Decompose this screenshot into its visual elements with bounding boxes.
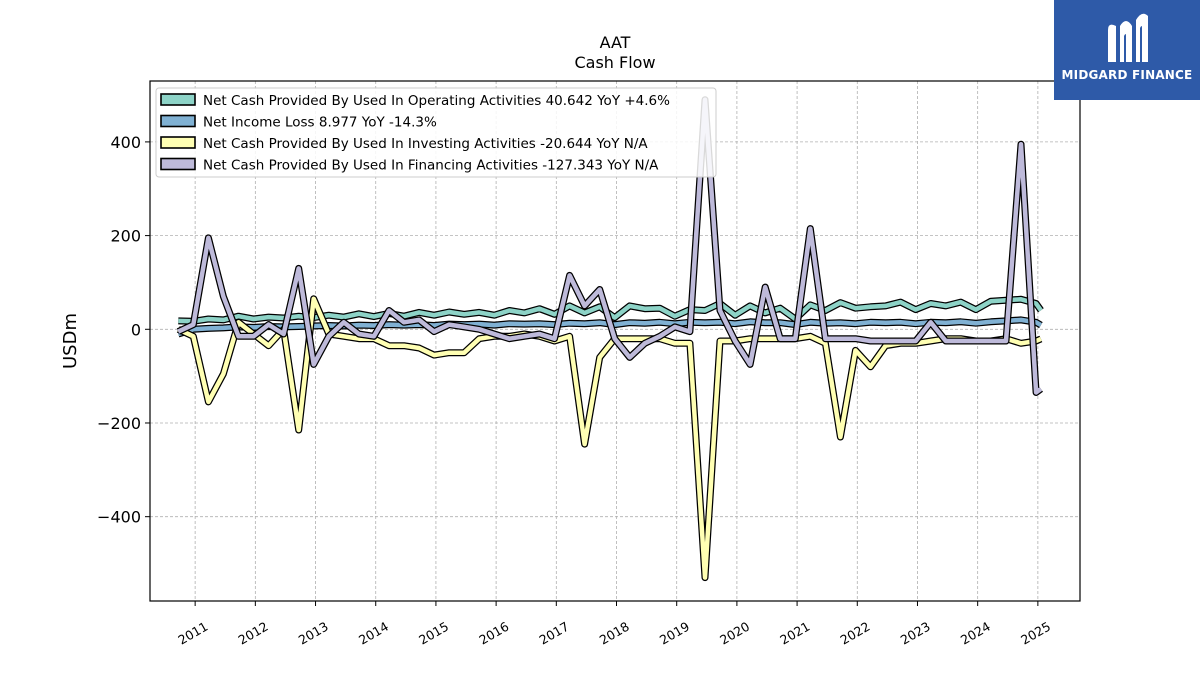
x-tick-label: 2019 bbox=[657, 619, 692, 648]
y-tick-label: 400 bbox=[110, 133, 141, 152]
y-axis-label: USDm bbox=[60, 313, 81, 369]
y-tick-label: 200 bbox=[110, 227, 141, 246]
plot-frame bbox=[149, 80, 1081, 602]
x-tick-label: 2011 bbox=[175, 619, 210, 648]
midgard-finance-logo: MIDGARD FINANCE bbox=[1054, 0, 1200, 100]
series-line-3 bbox=[177, 97, 1043, 395]
x-tick-label: 2014 bbox=[356, 619, 391, 648]
y-tick-label: 0 bbox=[131, 320, 141, 339]
x-tick-label: 2016 bbox=[476, 619, 511, 648]
legend-label-0: Net Cash Provided By Used In Operating A… bbox=[203, 93, 670, 109]
x-tick-label: 2023 bbox=[898, 619, 933, 648]
x-tick-label: 2025 bbox=[1018, 619, 1053, 648]
legend-swatch-0 bbox=[160, 93, 196, 106]
chart-title: AAT bbox=[600, 33, 631, 52]
legend-swatch-1 bbox=[160, 114, 196, 128]
legend: Net Cash Provided By Used In Operating A… bbox=[155, 87, 717, 178]
legend-swatch-3 bbox=[160, 157, 196, 171]
x-tick-label: 2015 bbox=[416, 619, 451, 648]
legend-box bbox=[155, 87, 717, 178]
x-tick-label: 2012 bbox=[236, 619, 271, 648]
legend-swatch-2 bbox=[160, 136, 196, 149]
series-lines bbox=[176, 96, 1044, 582]
legend-label-2: Net Cash Provided By Used In Investing A… bbox=[203, 136, 648, 152]
brand-name: MIDGARD FINANCE bbox=[1061, 68, 1193, 82]
x-tick-label: 2018 bbox=[597, 619, 632, 648]
y-tick-label: −200 bbox=[97, 414, 141, 433]
x-tick-label: 2013 bbox=[296, 619, 331, 648]
midgard-m-icon bbox=[1108, 13, 1148, 63]
legend-label-3: Net Cash Provided By Used In Financing A… bbox=[203, 158, 659, 174]
x-tick-label: 2020 bbox=[717, 619, 752, 648]
x-tick-label: 2024 bbox=[958, 619, 993, 648]
x-tick-label: 2022 bbox=[838, 619, 873, 648]
y-tick-label: −400 bbox=[97, 508, 141, 527]
chart-subtitle: Cash Flow bbox=[574, 53, 655, 72]
x-tick-label: 2021 bbox=[777, 619, 812, 648]
x-tick-label: 2017 bbox=[537, 619, 572, 648]
legend-label-1: Net Income Loss 8.977 YoY -14.3% bbox=[203, 115, 437, 131]
